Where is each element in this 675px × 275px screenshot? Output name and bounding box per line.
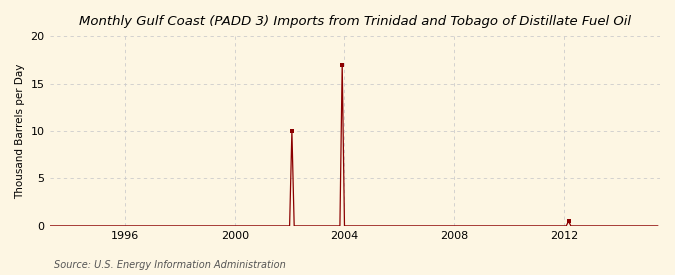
Text: Source: U.S. Energy Information Administration: Source: U.S. Energy Information Administ…	[54, 260, 286, 270]
Y-axis label: Thousand Barrels per Day: Thousand Barrels per Day	[15, 63, 25, 199]
Title: Monthly Gulf Coast (PADD 3) Imports from Trinidad and Tobago of Distillate Fuel : Monthly Gulf Coast (PADD 3) Imports from…	[79, 15, 630, 28]
